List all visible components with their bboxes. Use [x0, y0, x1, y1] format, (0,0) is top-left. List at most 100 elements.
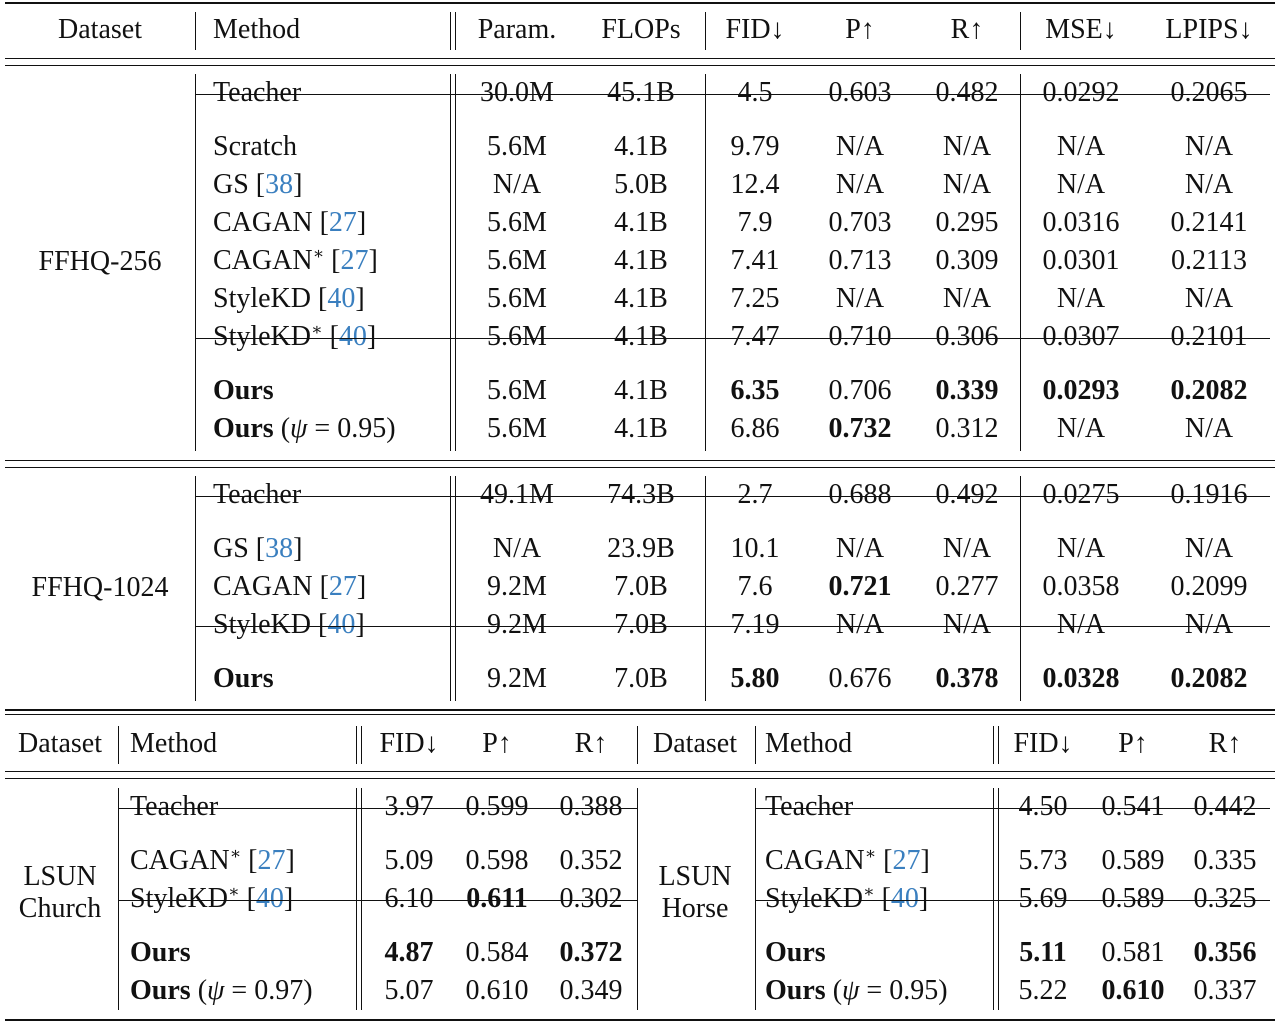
- value-cell: 7.0B: [614, 663, 668, 694]
- value-cell: 5.6M: [487, 321, 547, 352]
- value-cell: N/A: [835, 283, 885, 314]
- value-cell: 0.277: [935, 571, 999, 602]
- value-cell: N/A: [942, 131, 992, 162]
- rule-line: [5, 714, 1275, 715]
- value-cell: N/A: [1184, 609, 1234, 640]
- value-cell: 7.0B: [614, 571, 668, 602]
- value-cell: N/A: [1056, 283, 1106, 314]
- value-cell: 0.611: [466, 883, 528, 914]
- column-header: MSE↓: [1045, 14, 1117, 45]
- method-name: CAGAN [27]: [213, 571, 367, 602]
- citation-link[interactable]: 40: [890, 883, 919, 914]
- value-cell: 7.41: [730, 245, 780, 276]
- column-divider: [450, 12, 451, 50]
- value-cell: 0.295: [935, 207, 999, 238]
- value-cell: 7.47: [730, 321, 780, 352]
- value-cell: 0.335: [1193, 845, 1257, 876]
- value-cell: 4.1B: [614, 413, 668, 444]
- value-cell: 7.0B: [614, 609, 668, 640]
- value-cell: 0.2141: [1170, 207, 1248, 238]
- value-cell: 0.339: [935, 375, 999, 406]
- column-header: Method: [213, 14, 301, 45]
- value-cell: 30.0M: [480, 77, 554, 108]
- citation-link[interactable]: 40: [327, 283, 356, 314]
- method-name: CAGAN∗ [27]: [213, 244, 378, 276]
- column-divider: [755, 726, 756, 764]
- citation-link[interactable]: 38: [265, 533, 294, 564]
- method-name: CAGAN∗ [27]: [130, 844, 295, 876]
- value-cell: N/A: [835, 533, 885, 564]
- dataset-label: LSUN: [658, 861, 732, 892]
- value-cell: 4.1B: [614, 245, 668, 276]
- citation-link[interactable]: 27: [340, 245, 369, 276]
- value-cell: N/A: [942, 169, 992, 200]
- value-cell: N/A: [492, 169, 542, 200]
- value-cell: 0.312: [935, 413, 999, 444]
- citation-link[interactable]: 27: [892, 845, 921, 876]
- value-cell: 0.0292: [1042, 77, 1120, 108]
- method-name: Teacher: [765, 791, 854, 822]
- citation-link[interactable]: 27: [257, 845, 286, 876]
- value-cell: 0.352: [559, 845, 623, 876]
- method-name: StyleKD∗ [40]: [130, 882, 294, 914]
- value-cell: 5.11: [1019, 937, 1067, 968]
- value-cell: 5.80: [730, 663, 780, 694]
- value-cell: 0.2099: [1170, 571, 1248, 602]
- column-divider: [361, 788, 362, 1010]
- column-divider: [455, 12, 456, 50]
- value-cell: 0.0358: [1042, 571, 1120, 602]
- value-cell: 5.6M: [487, 283, 547, 314]
- value-cell: 6.10: [384, 883, 434, 914]
- rule-line: [5, 460, 1275, 461]
- column-header: FID↓: [1013, 728, 1073, 759]
- value-cell: 0.442: [1193, 791, 1257, 822]
- column-divider: [705, 74, 706, 451]
- method-name: GS [38]: [213, 169, 303, 200]
- method-name: GS [38]: [213, 533, 303, 564]
- column-divider: [195, 74, 196, 451]
- value-cell: 0.302: [559, 883, 623, 914]
- value-cell: 0.0328: [1042, 663, 1120, 694]
- method-name: CAGAN [27]: [213, 207, 367, 238]
- citation-link[interactable]: 40: [338, 321, 367, 352]
- column-divider: [450, 74, 451, 451]
- column-divider: [1020, 12, 1021, 50]
- value-cell: 5.22: [1018, 975, 1068, 1006]
- value-cell: 0.706: [828, 375, 892, 406]
- column-header: P↑: [482, 728, 512, 759]
- value-cell: N/A: [1056, 609, 1106, 640]
- rule-line: [195, 626, 1270, 627]
- value-cell: 0.610: [1101, 975, 1165, 1006]
- value-cell: 7.25: [730, 283, 780, 314]
- citation-link[interactable]: 40: [327, 609, 356, 640]
- citation-link[interactable]: 27: [328, 571, 357, 602]
- value-cell: 4.1B: [614, 207, 668, 238]
- citation-link[interactable]: 40: [255, 883, 284, 914]
- method-name: Ours (ψ = 0.97): [130, 975, 313, 1006]
- value-cell: 9.2M: [487, 609, 547, 640]
- citation-link[interactable]: 38: [265, 169, 294, 200]
- value-cell: 0.482: [935, 77, 999, 108]
- column-header: Dataset: [18, 728, 102, 759]
- value-cell: 5.09: [384, 845, 434, 876]
- citation-link[interactable]: 27: [328, 207, 357, 238]
- column-header: FLOPs: [601, 14, 681, 45]
- value-cell: 0.378: [935, 663, 999, 694]
- column-divider: [1020, 74, 1021, 451]
- column-divider: [637, 788, 638, 1010]
- value-cell: N/A: [1056, 533, 1106, 564]
- method-name: CAGAN∗ [27]: [765, 844, 930, 876]
- column-header: Dataset: [653, 728, 737, 759]
- column-header: P↑: [1118, 728, 1148, 759]
- method-name: StyleKD∗ [40]: [213, 320, 377, 352]
- value-cell: 0.541: [1101, 791, 1165, 822]
- column-divider: [356, 726, 357, 764]
- value-cell: 0.0316: [1042, 207, 1120, 238]
- column-divider: [195, 476, 196, 701]
- method-name: Ours: [130, 937, 191, 968]
- value-cell: 74.3B: [607, 479, 675, 510]
- rule-line: [118, 808, 637, 809]
- value-cell: 5.6M: [487, 375, 547, 406]
- rule-line: [755, 900, 1270, 901]
- column-header: R↑: [1208, 728, 1242, 759]
